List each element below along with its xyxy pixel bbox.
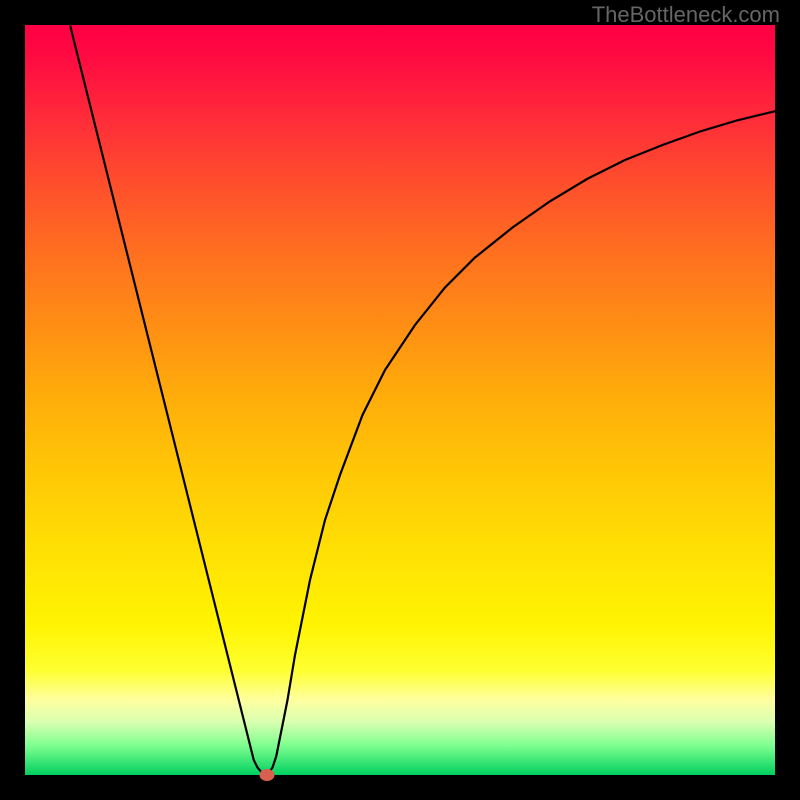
minimum-marker [260, 769, 275, 781]
attribution-text: TheBottleneck.com [592, 2, 780, 28]
curve-layer [25, 25, 775, 775]
bottleneck-curve [70, 25, 775, 775]
plot-area [25, 25, 775, 775]
